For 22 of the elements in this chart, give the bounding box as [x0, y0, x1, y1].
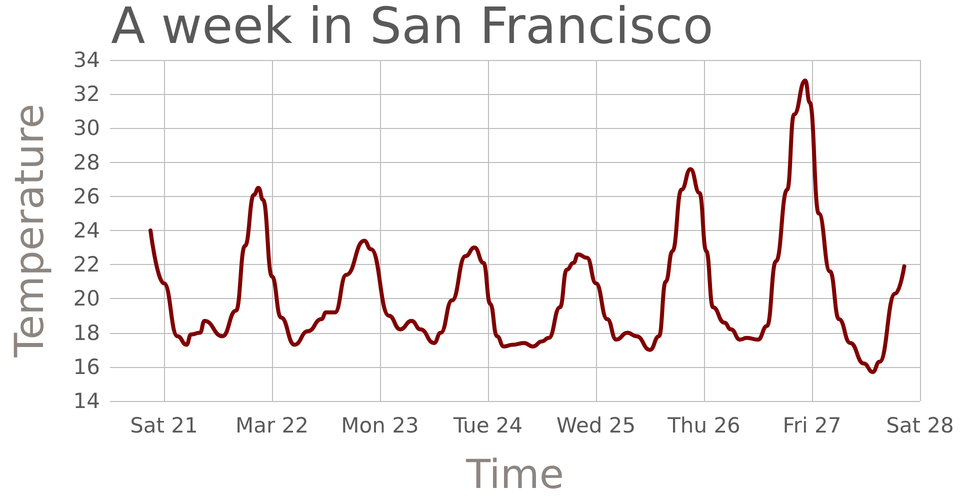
chart-title: A week in San Francisco [111, 0, 714, 55]
y-tick-label: 32 [73, 82, 100, 106]
y-tick-label: 16 [73, 354, 100, 379]
y-tick-label: 22 [73, 252, 100, 277]
y-tick-label: 18 [73, 320, 100, 345]
x-tick-label: Thu 26 [666, 414, 740, 438]
y-tick-label: 30 [73, 116, 100, 140]
x-tick-label: Sat 28 [886, 414, 954, 438]
x-tick-label: Sat 21 [130, 414, 198, 438]
y-tick-label: 14 [73, 389, 100, 413]
x-tick-label: Mar 22 [235, 414, 309, 438]
y-tick-label: 28 [73, 150, 100, 174]
x-tick-label: Mon 23 [341, 414, 419, 438]
y-axis-title: Temperature [7, 104, 53, 358]
x-tick-label: Wed 25 [556, 414, 636, 438]
x-axis-title: Time [465, 452, 564, 498]
x-tick-label: Tue 24 [452, 414, 523, 438]
y-tick-label: 24 [73, 218, 100, 242]
y-tick-label: 20 [73, 286, 100, 311]
y-tick-label: 34 [73, 48, 100, 72]
x-tick-label: Fri 27 [782, 414, 842, 438]
y-tick-label: 26 [73, 184, 100, 208]
